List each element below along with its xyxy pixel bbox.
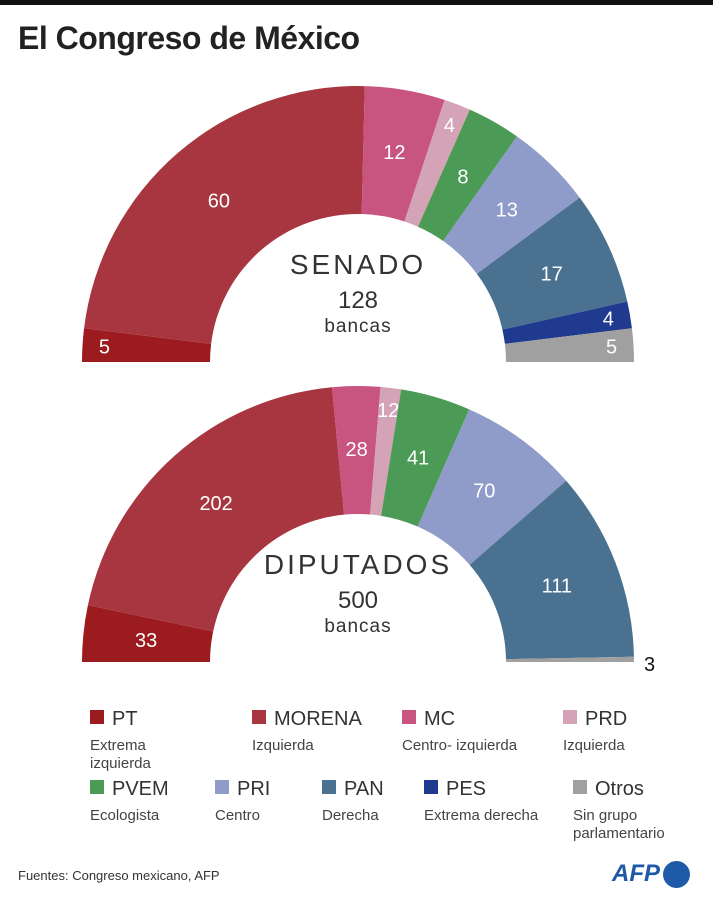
- seat-segment-mc: [361, 86, 445, 222]
- legend-description: Extrema derecha: [424, 807, 539, 824]
- seat-label-pan: 17: [541, 263, 563, 285]
- legend-description: Izquierda: [252, 737, 314, 754]
- legend-description: Sin grupo parlamentario: [573, 807, 665, 842]
- legend-item-pri: PRI Centro: [215, 778, 270, 825]
- seat-label-pt: 5: [99, 336, 110, 358]
- legend-swatch: [90, 780, 104, 794]
- legend-party: PT: [112, 708, 138, 730]
- seat-segment-mc: [332, 386, 381, 515]
- legend-party: MORENA: [274, 708, 362, 730]
- seat-segment-pri: [417, 409, 567, 565]
- seat-label-pri: 13: [496, 200, 518, 222]
- legend-party: MC: [424, 708, 456, 730]
- seat-segment-pri: [443, 136, 580, 274]
- legend-item-prd: PRD Izquierda: [563, 708, 627, 755]
- legend-description: Centro- izquierda: [402, 737, 518, 754]
- legend-description: Centro: [215, 807, 261, 824]
- legend-description: Izquierda: [563, 737, 625, 754]
- seat-segment-pt: [82, 328, 212, 362]
- seat-segment-pan: [476, 197, 628, 330]
- seat-label-pvem: 8: [457, 167, 468, 189]
- seat-segment-prd: [404, 99, 470, 227]
- legend-swatch: [252, 710, 266, 724]
- legend-party: PVEM: [112, 778, 169, 800]
- seat-segment-otros: [505, 656, 634, 662]
- seat-label-prd: 12: [377, 400, 399, 422]
- afp-logo: AFP: [612, 860, 690, 888]
- seat-label-pt: 33: [135, 630, 157, 652]
- legend-swatch: [573, 780, 587, 794]
- legend-item-pan: PAN Derecha: [322, 778, 384, 825]
- legend-swatch: [402, 710, 416, 724]
- chamber-total-unit: bancas: [324, 616, 391, 637]
- seat-label-otros: 3: [644, 654, 655, 676]
- seat-segment-pvem: [381, 389, 470, 527]
- legend-description: Derecha: [322, 807, 379, 824]
- chamber-title: SENADO: [290, 249, 426, 280]
- legend-description: Ecologista: [90, 807, 160, 824]
- seat-label-morena: 202: [199, 493, 232, 515]
- seat-segment-pt: [82, 605, 214, 662]
- seat-label-mc: 12: [383, 142, 405, 164]
- seat-label-pan: 111: [542, 575, 572, 597]
- seat-label-mc: 28: [346, 439, 368, 461]
- legend-item-pvem: PVEM Ecologista: [90, 778, 169, 825]
- page-title: El Congreso de México: [18, 20, 360, 56]
- seat-label-prd: 4: [444, 115, 455, 137]
- chamber-total-unit: bancas: [324, 316, 391, 337]
- seat-label-otros: 5: [606, 336, 617, 358]
- chamber-total: 500: [338, 587, 378, 614]
- legend-item-otros: Otros Sin grupo parlamentario: [573, 778, 693, 843]
- legend-party: PES: [446, 778, 487, 800]
- legend-swatch: [322, 780, 336, 794]
- legend-item-pes: PES Extrema derecha: [424, 778, 538, 825]
- legend-swatch: [424, 780, 438, 794]
- legend-party: Otros: [595, 778, 644, 800]
- legend-item-pt: PT Extrema izquierda: [90, 708, 210, 773]
- chamber-total: 128: [338, 287, 378, 314]
- seat-label-pvem: 41: [407, 448, 429, 470]
- seat-segment-pvem: [417, 109, 517, 241]
- seat-segment-prd: [370, 386, 402, 516]
- legend-swatch: [215, 780, 229, 794]
- legend-item-mc: MC Centro- izquierda: [402, 708, 517, 755]
- top-bar: [0, 0, 713, 5]
- seat-segment-pes: [502, 301, 632, 344]
- source-note: Fuentes: Congreso mexicano, AFP: [18, 868, 220, 883]
- legend-party: PAN: [344, 778, 384, 800]
- seat-label-morena: 60: [208, 191, 230, 213]
- seat-label-pri: 70: [473, 480, 495, 502]
- legend-item-morena: MORENA Izquierda: [252, 708, 362, 755]
- parliament-charts: 5601248131745SENADO128bancas332022812417…: [82, 85, 655, 676]
- seat-segment-otros: [504, 328, 634, 362]
- legend-swatch: [563, 710, 577, 724]
- legend-party: PRI: [237, 778, 271, 800]
- seat-segment-morena: [87, 387, 345, 632]
- legend-description: Extrema izquierda: [90, 737, 151, 772]
- legend-party: PRD: [585, 708, 628, 730]
- legend-swatch: [90, 710, 104, 724]
- chamber-title: DIPUTADOS: [264, 549, 452, 580]
- seat-label-pes: 4: [603, 309, 614, 331]
- seat-segment-pan: [469, 480, 634, 660]
- seat-segment-morena: [84, 85, 365, 344]
